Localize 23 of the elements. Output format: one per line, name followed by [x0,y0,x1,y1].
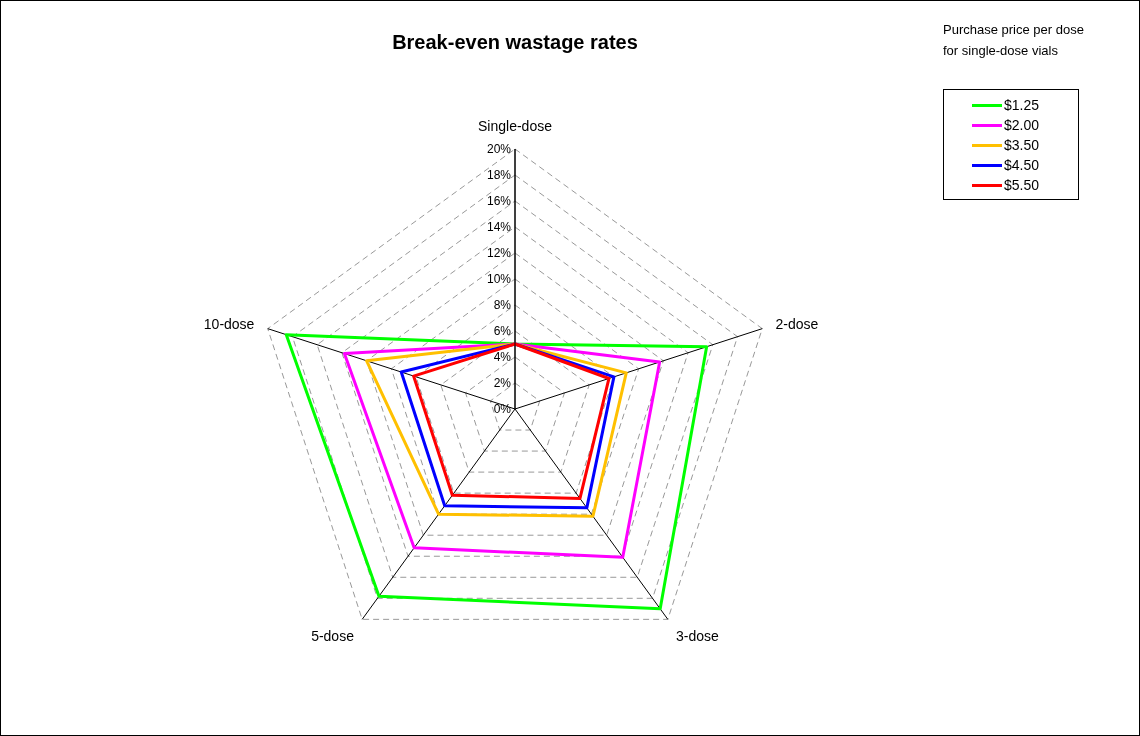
y-tick-label: 14% [486,220,512,234]
legend-label: $4.50 [1004,157,1040,173]
spoke-label: Single-dose [478,118,553,134]
y-tick-label: 2% [493,376,512,390]
y-tick-label: 0% [493,402,512,416]
legend-label: $1.25 [1004,97,1040,113]
y-tick-label: 6% [493,324,512,338]
y-tick-label: 10% [486,272,512,286]
spoke-label: 10-dose [203,316,255,333]
y-tick-label: 12% [486,246,512,260]
spoke-label: 2-dose [775,316,819,333]
legend-label: $3.50 [1004,137,1040,153]
spoke-label: 3-dose [676,627,720,644]
y-tick-label: 4% [493,350,512,364]
chart-title: Break-even wastage rates [392,31,638,53]
legend-label: $5.50 [1004,177,1040,193]
y-tick-label: 18% [486,168,512,182]
legend-title: Purchase price per dose for single-dose vials [943,21,1085,60]
spoke-label: 5-dose [311,627,355,644]
y-tick-label: 8% [493,298,512,312]
y-tick-label: 20% [486,142,512,156]
y-tick-label: 16% [486,194,512,208]
legend-label: $2.00 [1004,117,1040,133]
